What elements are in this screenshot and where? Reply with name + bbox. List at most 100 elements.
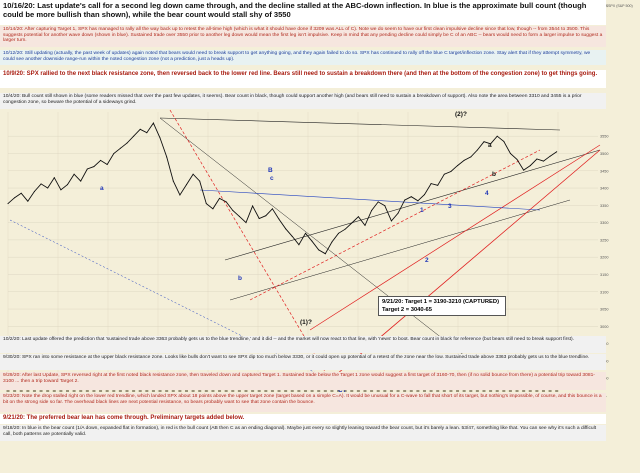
price-point <box>311 240 313 242</box>
price-point <box>47 187 49 189</box>
update-note-8: 9/21/20: The preferred bear lean has com… <box>0 414 606 424</box>
price-line <box>7 122 557 255</box>
price-point <box>483 141 485 143</box>
price-point <box>258 217 260 219</box>
price-point <box>93 166 95 168</box>
update-note-0: 10/14/20: After capturing Target 1, SPX … <box>0 26 606 47</box>
y-tick-label: 3250 <box>600 238 608 242</box>
wave-label: 1 <box>420 207 424 214</box>
volume-bar <box>442 388 446 392</box>
price-point <box>516 158 518 160</box>
trendline-0 <box>159 117 561 131</box>
price-point <box>27 200 29 202</box>
wave-label: b <box>238 275 242 282</box>
price-point <box>14 197 16 199</box>
price-point <box>159 137 161 139</box>
update-note-9: 9/18/20: In blue is the bear count (1/A … <box>0 425 606 441</box>
volume-bar <box>297 388 301 392</box>
price-point <box>80 180 82 182</box>
y-tick-label: 3150 <box>600 273 608 277</box>
price-point <box>304 232 306 234</box>
volume-bar <box>6 388 10 392</box>
trendline-6 <box>249 149 541 301</box>
update-note-7: 9/23/20: Note the drop stalled right on … <box>0 393 606 412</box>
wave-label: a <box>488 142 492 149</box>
price-point <box>437 184 439 186</box>
price-point <box>278 218 280 220</box>
price-point <box>100 159 102 161</box>
price-point <box>410 196 412 198</box>
price-point <box>199 180 201 182</box>
price-point <box>529 165 531 167</box>
price-point <box>344 228 346 230</box>
price-point <box>252 205 254 207</box>
price-point <box>7 203 9 205</box>
price-point <box>219 197 221 199</box>
volume-bar <box>515 388 519 392</box>
price-point <box>542 160 544 162</box>
price-point <box>172 180 174 182</box>
trendline-3 <box>229 199 571 301</box>
price-point <box>377 201 379 203</box>
price-point <box>457 165 459 167</box>
update-note-1: 10/12/20: Still updating (actually, the … <box>0 50 606 65</box>
trendline-7 <box>309 144 601 331</box>
wave-label: a <box>100 185 104 192</box>
price-point <box>476 149 478 151</box>
price-point <box>285 228 287 230</box>
price-point <box>139 128 141 130</box>
wave-label: B <box>268 167 273 174</box>
price-point <box>450 170 452 172</box>
price-point <box>430 183 432 185</box>
price-point <box>384 205 386 207</box>
price-point <box>245 222 247 224</box>
wave-label: c <box>270 175 274 182</box>
update-note-3: 10/4/20: Bull count still shown in blue … <box>0 93 606 109</box>
volume-bar <box>151 388 155 392</box>
price-point <box>371 210 373 212</box>
price-point <box>331 241 333 243</box>
y-tick-label: 3300 <box>600 221 608 225</box>
price-point <box>324 253 326 255</box>
target-line-2: Target 2 = 3040-65 <box>382 307 433 313</box>
price-point <box>73 173 75 175</box>
trendlines <box>9 109 601 381</box>
price-point <box>146 132 148 134</box>
price-point <box>523 169 525 171</box>
price-point <box>503 140 505 142</box>
price-point <box>404 199 406 201</box>
price-point <box>549 155 551 157</box>
price-point <box>225 201 227 203</box>
price-point <box>126 142 128 144</box>
price-point <box>556 151 558 153</box>
y-tick-label: 3050 <box>600 308 608 312</box>
target-line-1: 9/21/20: Target 1 = 3190-3210 (CAPTURED) <box>382 299 500 305</box>
price-point <box>238 215 240 217</box>
y-tick-label: 3100 <box>600 290 608 294</box>
volume-bar <box>224 388 228 392</box>
price-point <box>357 216 359 218</box>
price-point <box>536 158 538 160</box>
trendline-8 <box>199 189 541 211</box>
wave-label: 3 <box>448 203 452 210</box>
price-point <box>232 210 234 212</box>
wave-label: 2 <box>425 257 429 264</box>
price-point <box>166 156 168 158</box>
price-point <box>106 164 108 166</box>
price-point <box>33 191 35 193</box>
trendline-4 <box>169 109 331 381</box>
price-point <box>53 177 55 179</box>
target-callout: 9/21/20: Target 1 = 3190-3210 (CAPTURED)… <box>378 296 506 316</box>
price-point <box>496 135 498 137</box>
price-point <box>318 249 320 251</box>
y-tick-label: 3000 <box>600 325 608 329</box>
price-point <box>423 194 425 196</box>
price-point <box>417 200 419 202</box>
symbol-label: $SPX (S&P 500) <box>606 4 633 8</box>
wave-label: C? <box>338 387 347 394</box>
price-point <box>443 173 445 175</box>
price-point <box>119 147 121 149</box>
header-update: 10/16/20: Last update's call for a secon… <box>0 0 606 25</box>
price-point <box>364 224 366 226</box>
price-point <box>20 192 22 194</box>
